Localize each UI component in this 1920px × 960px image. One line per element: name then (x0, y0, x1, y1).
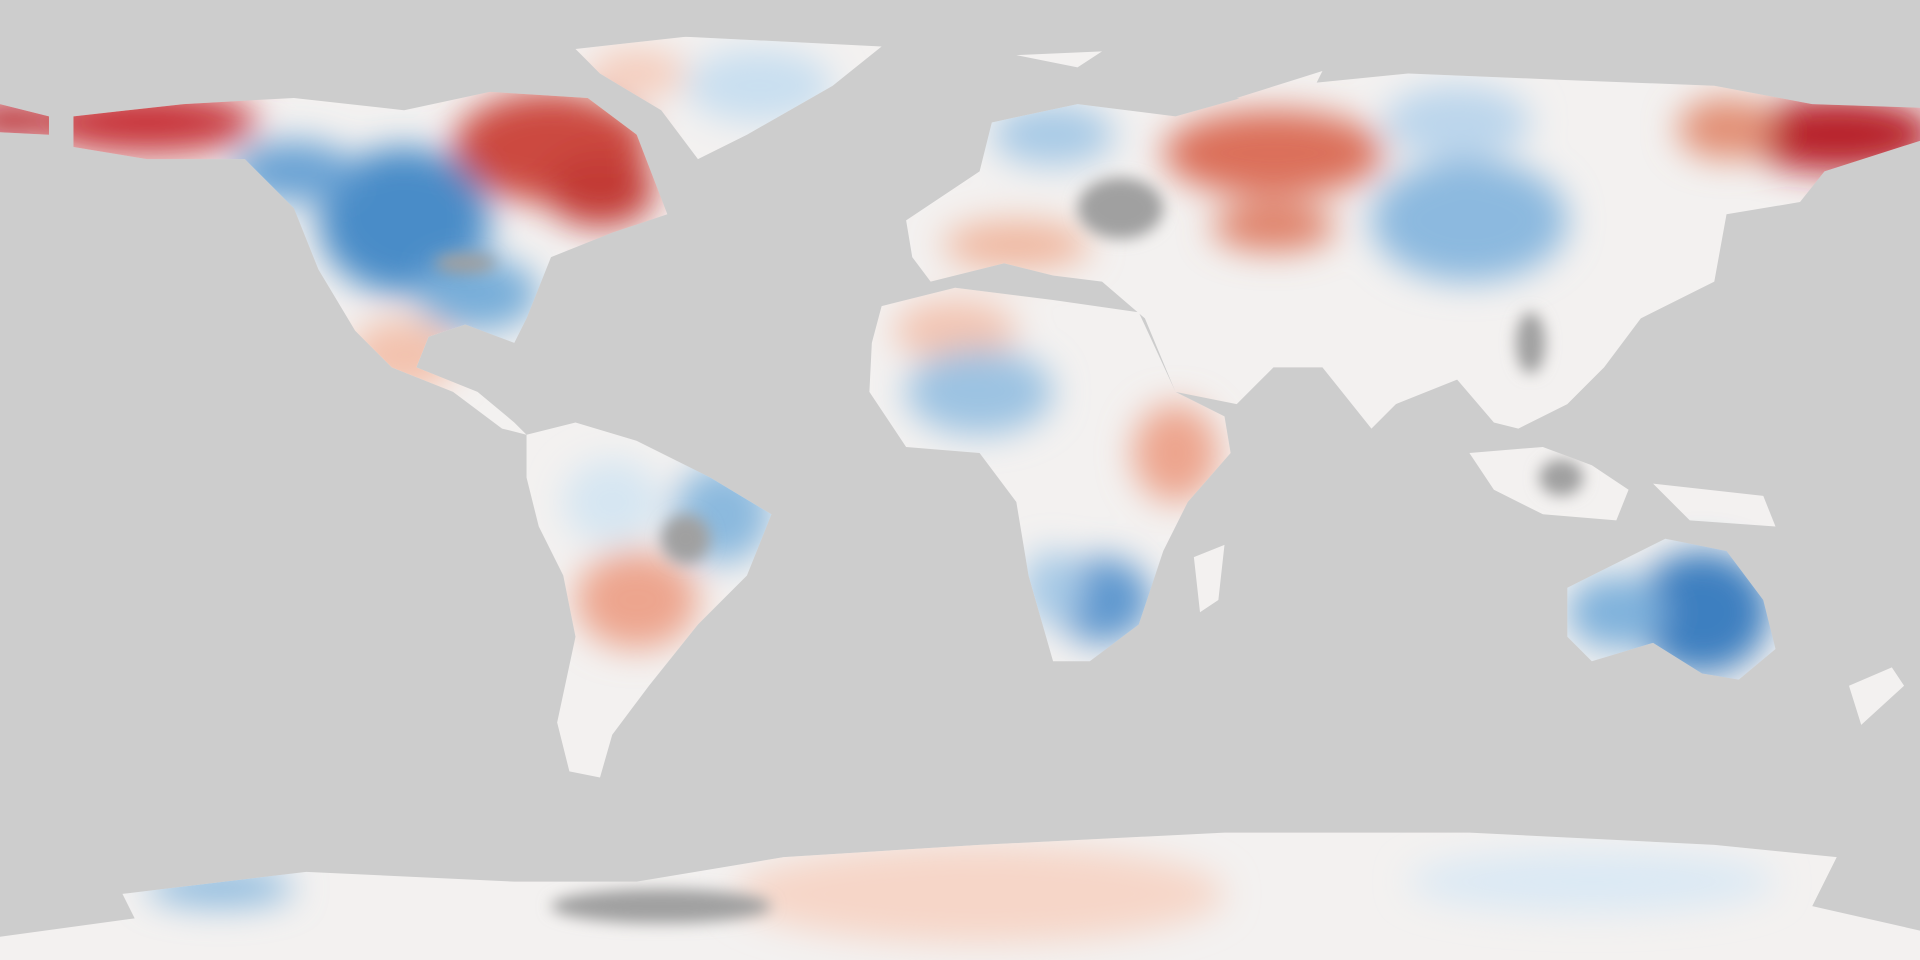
no-data (434, 177, 1584, 924)
